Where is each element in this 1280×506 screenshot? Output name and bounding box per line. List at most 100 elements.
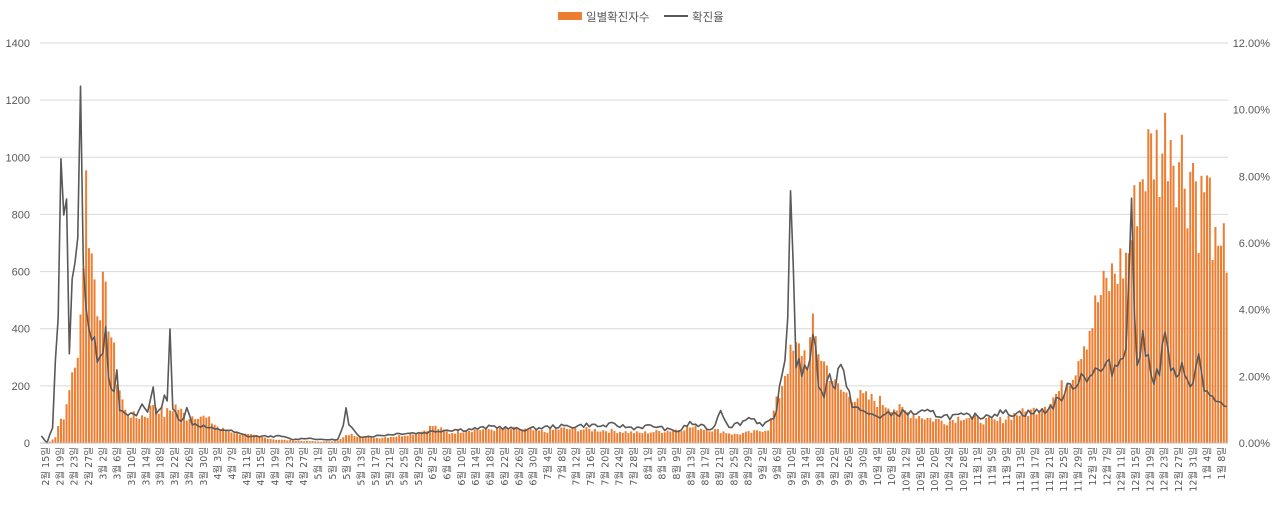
bar	[1178, 162, 1181, 444]
bar	[247, 433, 250, 443]
bar	[336, 440, 339, 443]
bar	[535, 428, 538, 443]
bar	[428, 425, 431, 443]
bar	[764, 430, 767, 443]
bar	[962, 419, 965, 443]
bar	[395, 436, 398, 443]
bar	[663, 432, 666, 443]
bar	[543, 431, 546, 443]
x-tick-label: 12월 11일	[1116, 447, 1128, 492]
x-tick-label: 9월 26일	[843, 447, 855, 486]
x-tick-label: 2월 23일	[69, 447, 81, 486]
bar	[809, 337, 812, 443]
bar	[652, 432, 655, 443]
x-tick-label: 5월 5일	[327, 447, 339, 480]
bar	[758, 431, 761, 443]
bar	[988, 417, 991, 443]
bar	[744, 431, 747, 443]
bar	[317, 441, 320, 443]
x-tick-label: 11월 9일	[1001, 447, 1013, 486]
y-left-tick-label: 200	[12, 381, 30, 393]
bar	[398, 435, 401, 443]
bar	[1136, 226, 1139, 443]
bar	[848, 396, 851, 443]
bar	[887, 408, 890, 443]
bar	[658, 431, 661, 443]
bar	[932, 421, 935, 443]
bar	[400, 436, 403, 443]
bar	[202, 415, 205, 443]
bar	[1032, 407, 1035, 443]
bar	[1043, 406, 1046, 443]
bar	[870, 393, 873, 443]
x-tick-label: 1월 4일	[1202, 447, 1214, 480]
bar	[823, 361, 826, 443]
bar	[837, 383, 840, 443]
bar	[127, 415, 130, 443]
bar	[549, 428, 552, 443]
y-right-tick-label: 8.00%	[1239, 171, 1270, 183]
bar	[588, 428, 591, 443]
bar	[135, 417, 138, 443]
bar	[1222, 223, 1225, 443]
x-tick-label: 12월 7일	[1101, 447, 1113, 486]
y-left-tick-label: 1400	[6, 38, 30, 50]
bar	[610, 428, 613, 443]
bar	[107, 331, 110, 443]
bar	[115, 384, 118, 443]
bar	[1010, 419, 1013, 443]
bar	[878, 395, 881, 443]
bar	[319, 441, 322, 443]
bar	[333, 441, 336, 443]
bar	[51, 439, 54, 443]
bar	[923, 419, 926, 443]
bar	[943, 424, 946, 443]
x-tick-label: 3월 22일	[169, 447, 181, 486]
bar	[73, 367, 76, 443]
bar	[451, 433, 454, 443]
bar	[110, 337, 113, 443]
bar	[370, 436, 373, 443]
bar	[644, 431, 647, 443]
bar	[733, 433, 736, 443]
y-left-tick-label: 1000	[6, 152, 30, 164]
bar	[1197, 253, 1200, 443]
bar	[412, 434, 415, 443]
bar	[353, 436, 356, 443]
x-tick-label: 6월 2일	[427, 447, 439, 480]
bar	[498, 428, 501, 443]
x-tick-label: 3월 18일	[155, 447, 167, 486]
x-tick-label: 10월 16일	[915, 447, 927, 492]
bar	[786, 373, 789, 443]
bar	[674, 429, 677, 443]
bar	[496, 427, 499, 443]
bar	[280, 439, 283, 443]
x-tick-label: 7월 12일	[571, 447, 583, 486]
x-tick-label: 4월 3일	[212, 447, 224, 480]
bar	[660, 432, 663, 443]
bar	[906, 412, 909, 443]
bar	[529, 428, 532, 443]
bar	[177, 409, 180, 443]
bar	[87, 248, 90, 443]
bar	[1041, 410, 1044, 443]
bar	[57, 425, 60, 443]
bar	[585, 427, 588, 443]
bar	[1200, 175, 1203, 443]
bar	[593, 429, 596, 443]
bar	[233, 433, 236, 443]
bar	[1186, 228, 1189, 443]
bar	[853, 401, 856, 443]
bar	[666, 430, 669, 443]
x-tick-label: 5월 25일	[399, 447, 411, 486]
bar	[901, 407, 904, 443]
bar	[946, 425, 949, 443]
bar	[174, 404, 177, 443]
bar	[389, 436, 392, 443]
x-tick-label: 3월 14일	[140, 447, 152, 486]
bar	[789, 344, 792, 443]
bar	[414, 432, 417, 443]
bar	[993, 419, 996, 443]
x-tick-label: 6월 22일	[499, 447, 511, 486]
